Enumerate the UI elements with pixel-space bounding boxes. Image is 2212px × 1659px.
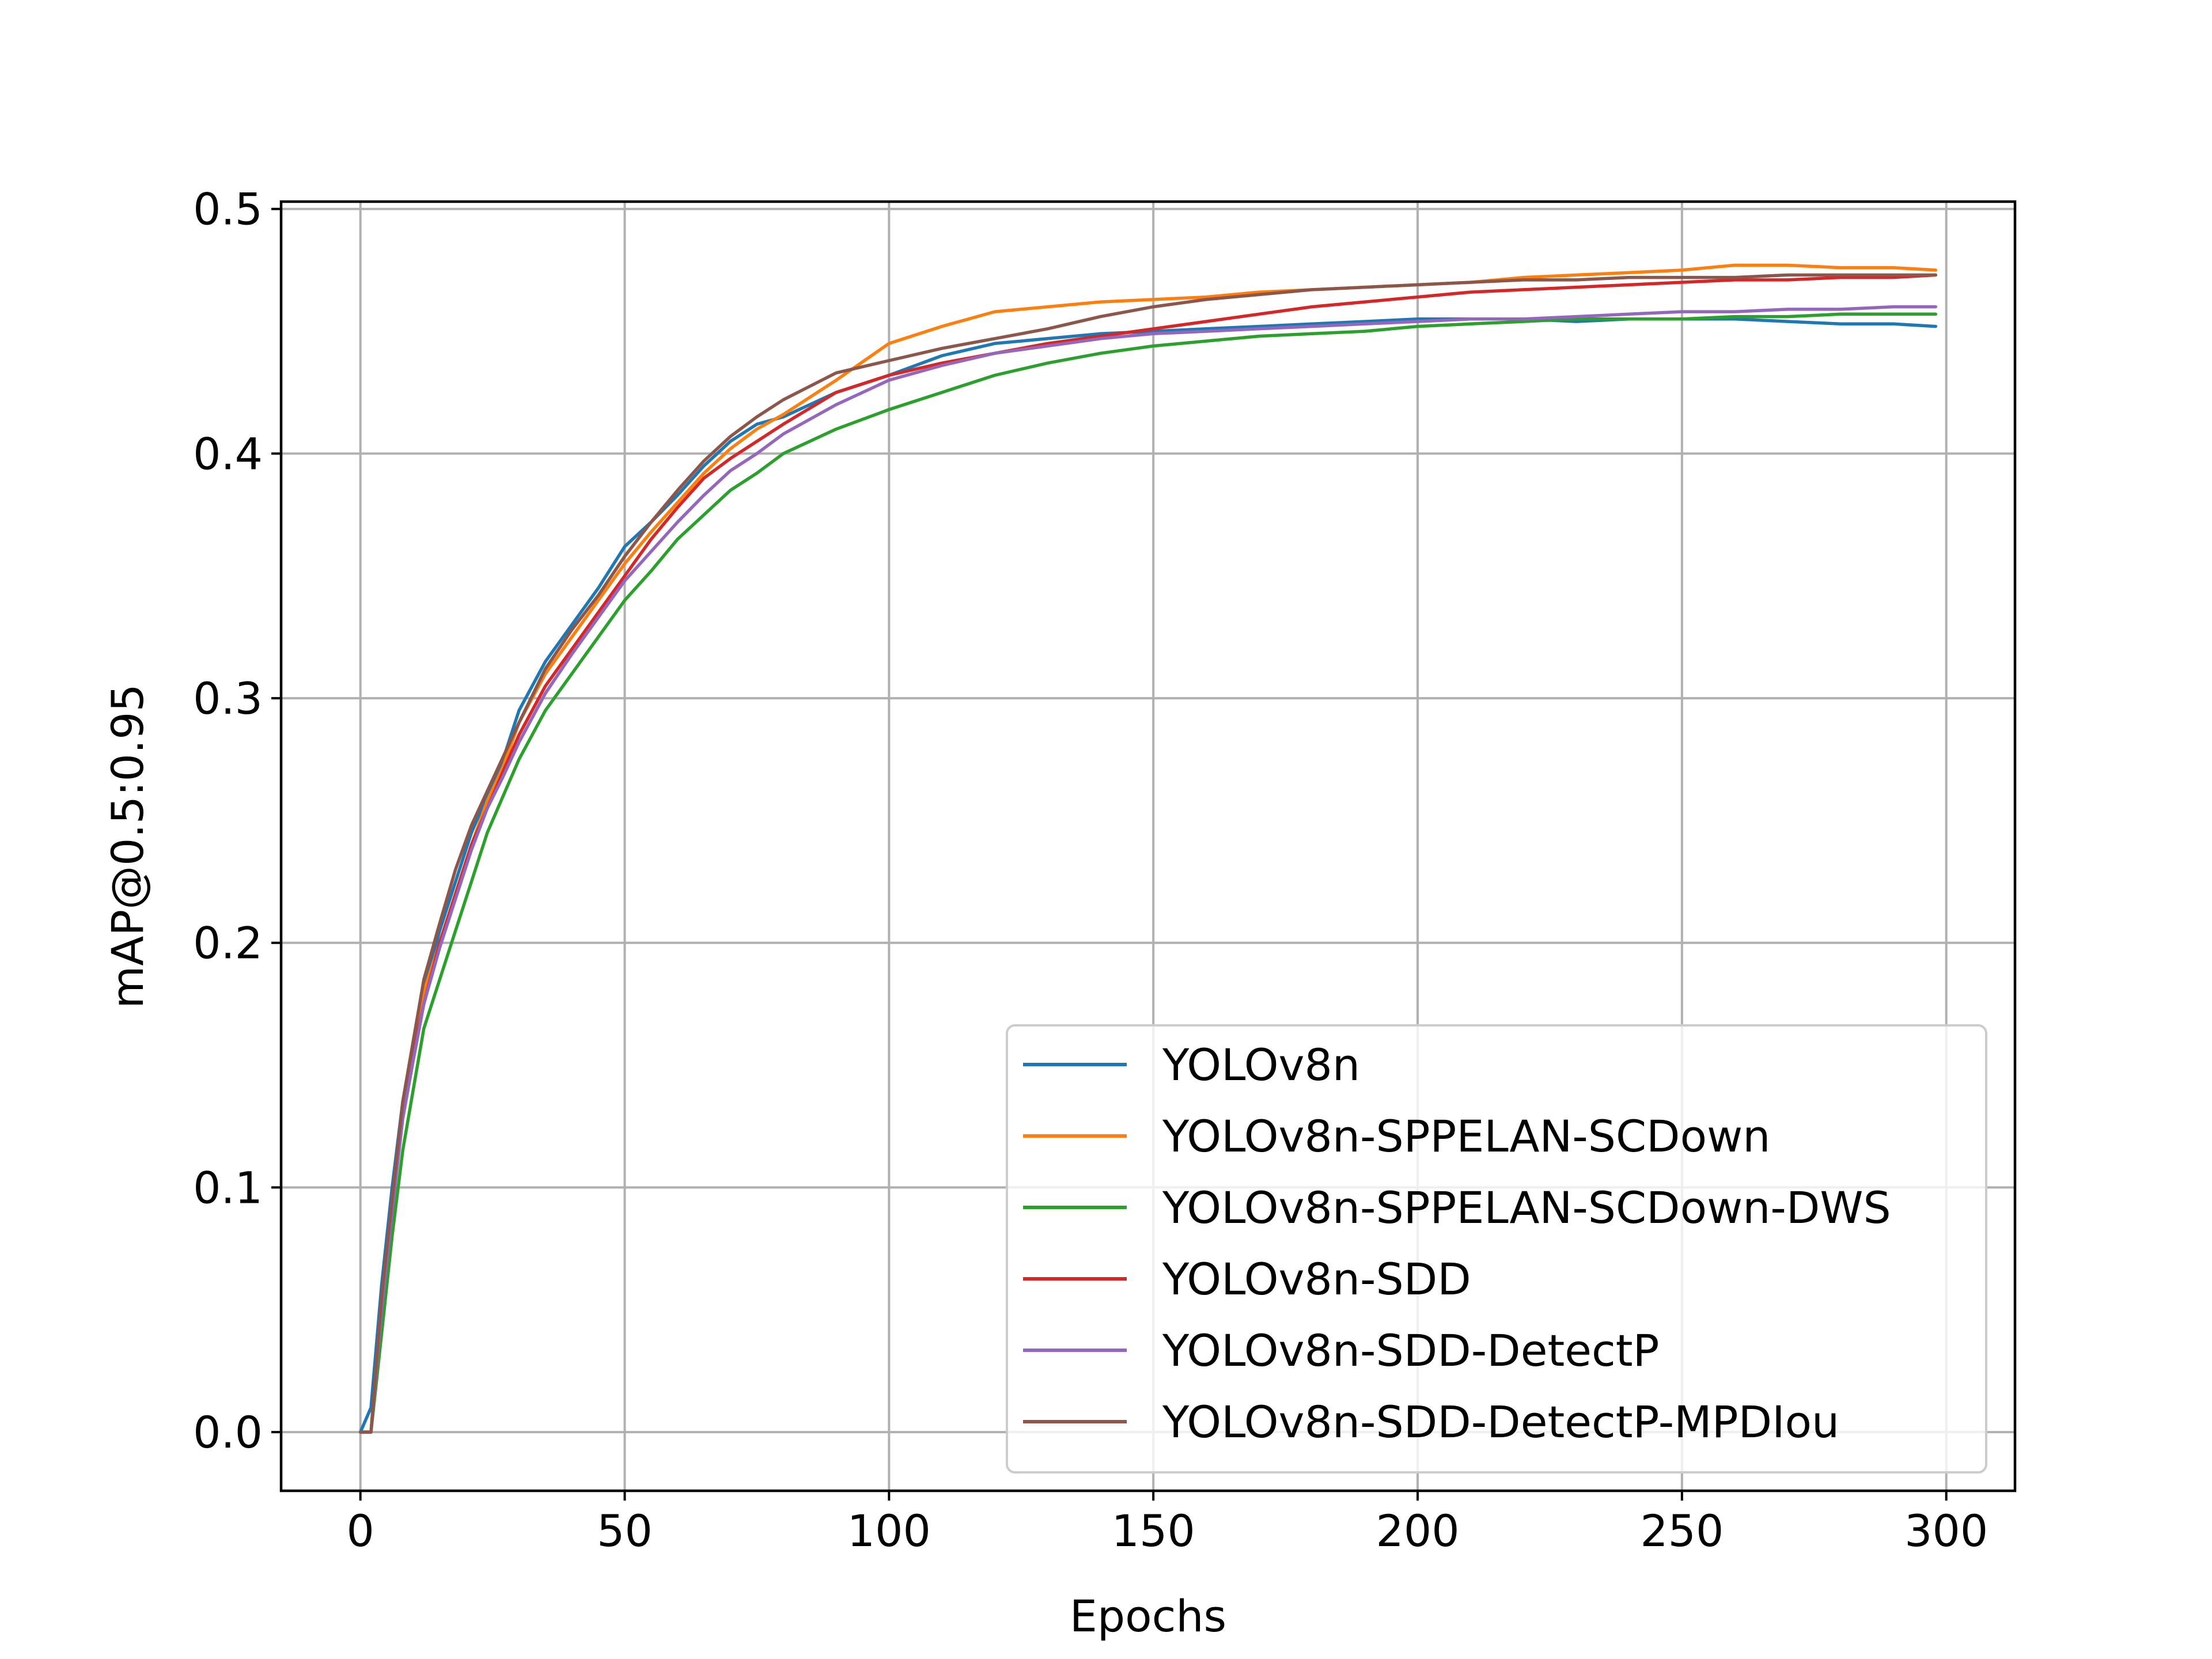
legend-label: YOLOv8n-SDD	[1162, 1253, 1471, 1305]
legend-label: YOLOv8n	[1162, 1039, 1360, 1090]
y-tick-label: 0.1	[193, 1162, 263, 1213]
y-tick-label: 0.5	[193, 184, 263, 235]
x-tick-label: 150	[1112, 1505, 1195, 1556]
axis-ticks	[271, 207, 1948, 1501]
x-tick-labels: 0 50 100 150 200 250 300	[346, 1505, 1988, 1556]
x-tick-label: 250	[1640, 1505, 1724, 1556]
legend-entries: YOLOv8n YOLOv8n-SPPELAN-SCDown YOLOv8n-SPP…	[1023, 1039, 1891, 1448]
series-lines	[358, 263, 1938, 1434]
y-tick-label: 0.0	[193, 1407, 263, 1458]
y-tick-label: 0.4	[193, 428, 263, 479]
grid	[281, 202, 2015, 1491]
y-axis-label: mAP@0.5:0.95	[102, 684, 153, 1009]
y-tick-label: 0.3	[193, 673, 263, 724]
legend-box	[1006, 1024, 1987, 1474]
legend-label: YOLOv8n-SDD-DetectP-MPDIou	[1162, 1396, 1839, 1448]
y-tick-label: 0.2	[193, 918, 263, 969]
plot-frame	[279, 200, 2017, 1493]
x-tick-label: 0	[346, 1505, 374, 1556]
legend: YOLOv8n YOLOv8n-SPPELAN-SCDown YOLOv8n-SPP…	[1006, 1024, 1987, 1474]
legend-label: YOLOv8n-SPPELAN-SCDown	[1162, 1111, 1770, 1162]
series-line-6	[358, 273, 1938, 1434]
x-tick-label: 300	[1904, 1505, 1988, 1556]
x-tick-label: 50	[597, 1505, 653, 1556]
series-line-5	[358, 305, 1938, 1434]
y-tick-labels: 0.0 0.1 0.2 0.3 0.4 0.5	[193, 184, 263, 1458]
x-tick-label: 200	[1376, 1505, 1459, 1556]
legend-label: YOLOv8n-SDD-DetectP	[1162, 1325, 1659, 1376]
legend-label: YOLOv8n-SPPELAN-SCDown-DWS	[1162, 1182, 1891, 1233]
x-axis-label: Epochs	[1070, 1590, 1226, 1642]
x-tick-label: 100	[847, 1505, 931, 1556]
series-line-3	[358, 312, 1938, 1434]
